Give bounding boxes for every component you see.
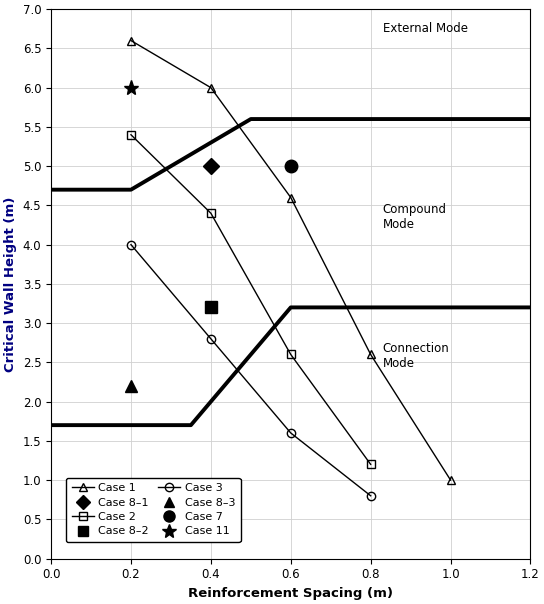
Text: Compound
Mode: Compound Mode — [382, 203, 447, 231]
Legend: Case 1, Case 8–1, Case 2, Case 8–2, Case 3, Case 8–3, Case 7, Case 11: Case 1, Case 8–1, Case 2, Case 8–2, Case… — [66, 478, 240, 542]
Text: Connection
Mode: Connection Mode — [382, 342, 449, 370]
X-axis label: Reinforcement Spacing (m): Reinforcement Spacing (m) — [188, 587, 393, 600]
Y-axis label: Critical Wall Height (m): Critical Wall Height (m) — [4, 196, 17, 371]
Text: External Mode: External Mode — [382, 22, 468, 35]
